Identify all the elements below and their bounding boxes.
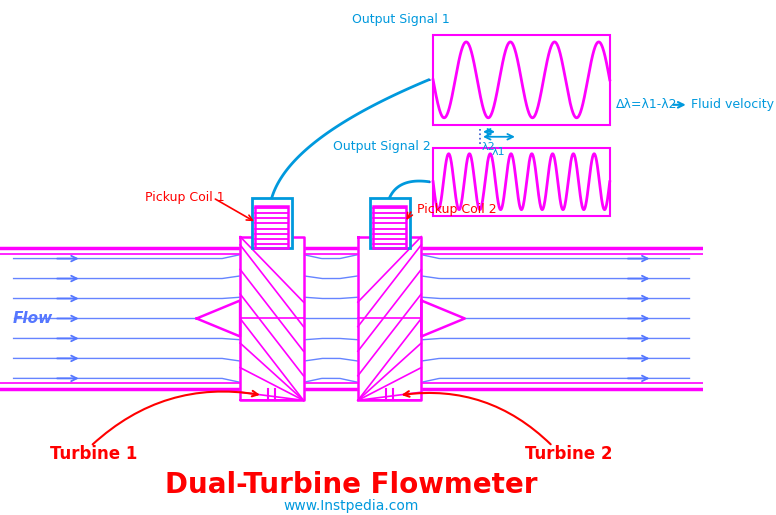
- Bar: [268, 391, 275, 400]
- Polygon shape: [421, 301, 465, 336]
- Polygon shape: [358, 236, 421, 400]
- Text: λ2: λ2: [482, 142, 496, 152]
- Bar: [386, 236, 393, 246]
- Text: Output Signal 2: Output Signal 2: [334, 140, 431, 153]
- Text: Δλ=λ1-λ2: Δλ=λ1-λ2: [616, 98, 677, 111]
- Text: λ1: λ1: [492, 147, 506, 157]
- Polygon shape: [240, 236, 303, 400]
- Text: Fluid velocity: Fluid velocity: [691, 98, 774, 111]
- Text: Dual-Turbine Flowmeter: Dual-Turbine Flowmeter: [165, 471, 538, 499]
- Bar: [255, 205, 288, 248]
- Bar: [373, 205, 406, 248]
- Bar: [433, 148, 610, 216]
- Text: Turbine 2: Turbine 2: [525, 445, 613, 464]
- Text: Pickup Coil 2: Pickup Coil 2: [417, 203, 497, 216]
- Text: Turbine 1: Turbine 1: [50, 445, 137, 464]
- Polygon shape: [196, 301, 240, 336]
- Text: Output Signal 1: Output Signal 1: [352, 13, 449, 26]
- Bar: [252, 198, 292, 248]
- Bar: [433, 35, 610, 125]
- Text: www.Instpedia.com: www.Instpedia.com: [284, 499, 419, 513]
- Bar: [369, 198, 410, 248]
- Bar: [386, 391, 393, 400]
- Bar: [268, 236, 275, 246]
- Text: Pickup Coil 1: Pickup Coil 1: [145, 191, 224, 204]
- Text: Flow: Flow: [12, 311, 53, 326]
